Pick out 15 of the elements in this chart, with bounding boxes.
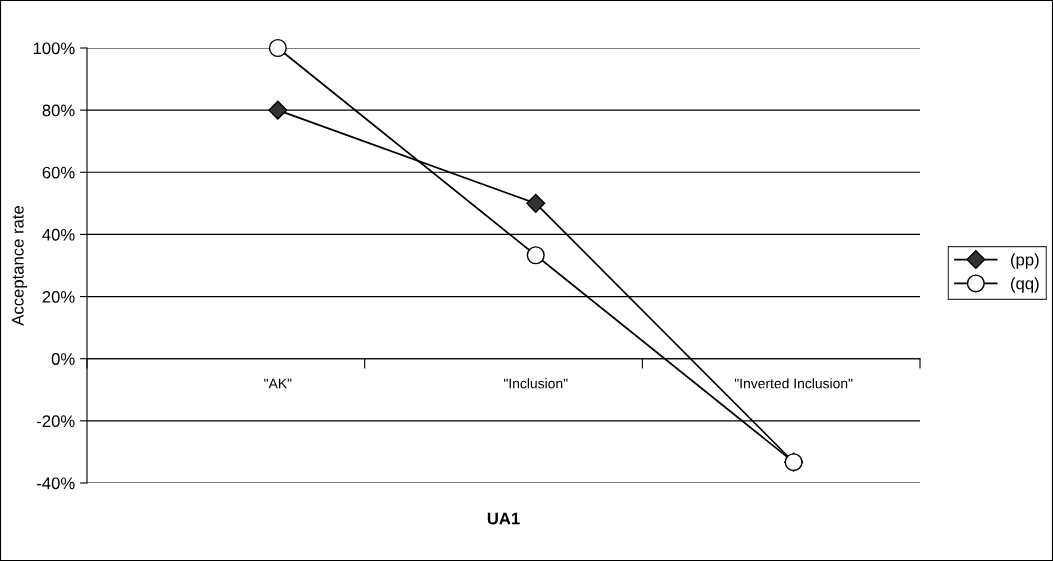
- x-tick-label: "Inverted Inclusion": [734, 378, 853, 389]
- legend-label: (pp): [1011, 253, 1039, 269]
- y-tick-label: -40%: [37, 477, 75, 490]
- y-tick-label: 0%: [51, 353, 75, 365]
- legend-label: (qq): [1011, 277, 1039, 293]
- y-tick-label: 40%: [42, 228, 75, 241]
- y-tick-label: 100%: [33, 42, 75, 55]
- x-tick-label: "Inclusion": [503, 378, 568, 389]
- y-tick-label: 80%: [42, 104, 75, 117]
- y-tick-label: 60%: [42, 166, 75, 179]
- x-axis-title: UA1: [487, 512, 520, 525]
- y-tick-label: 20%: [42, 290, 75, 303]
- y-axis-title: Acceptance rate: [12, 206, 28, 326]
- x-tick-label: "AK": [264, 378, 292, 389]
- y-tick-label: -20%: [37, 415, 75, 428]
